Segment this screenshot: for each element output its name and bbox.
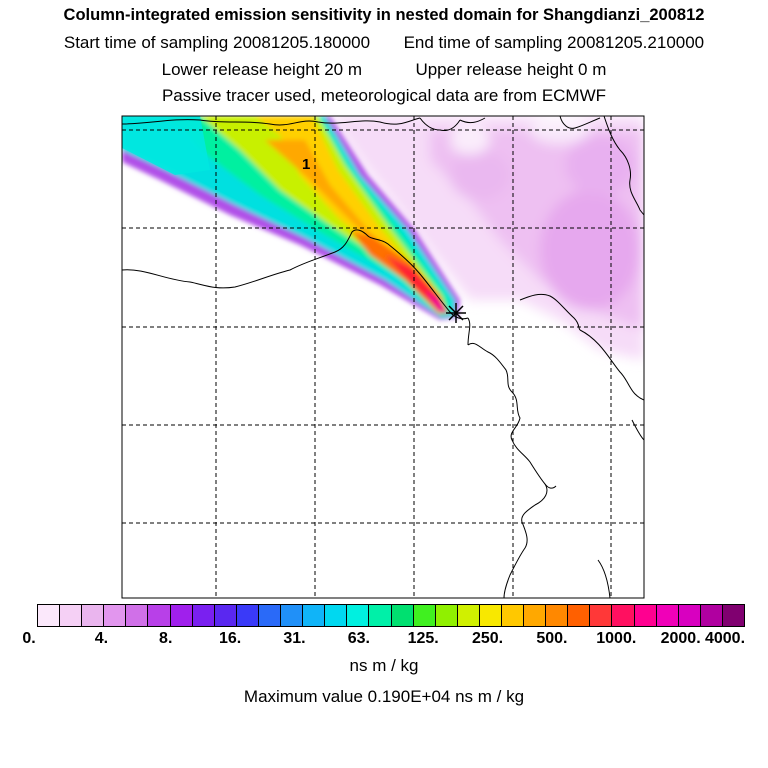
colorbar-tick-label: 8. [159,630,173,647]
colorbar-tick-label: 31. [283,630,306,647]
colorbar-cell [347,605,370,626]
colorbar-cell [590,605,613,626]
colorbar-cell [634,605,657,626]
colorbar-cell [479,605,502,626]
colorbar-cell [457,605,480,626]
colorbar-tick-label: 2000. [660,630,701,647]
colorbar-cell [413,605,436,626]
colorbar-tick-label: 63. [347,630,370,647]
colorbar-cell [700,605,723,626]
upper-height-label: Upper release height [415,60,574,79]
end-time-label: End time of sampling [403,33,563,52]
colorbar-tick-label: 125. [407,630,439,647]
colorbar-cell [170,605,193,626]
start-time-value: 20081205.180000 [233,33,371,52]
colorbar-cell [325,605,348,626]
map-frame [121,115,645,599]
sensitivity-field [122,116,644,360]
end-time-value: 20081205.210000 [567,33,705,52]
colorbar-cell [258,605,282,626]
colorbar-cell [236,605,259,626]
tracer-note: Passive tracer used, meteorological data… [161,86,607,105]
colorbar-tick-label: 4000. [704,630,746,647]
lat-lon-grid [122,116,644,598]
colorbar-tick-label: 500. [536,630,568,647]
upper-height-value: 0 m [578,60,607,79]
colorbar-cell [612,605,635,626]
lower-height-value: 20 m [324,60,362,79]
colorbar-tick-label: 250. [471,630,504,647]
lower-height-label: Lower release height [161,60,320,79]
colorbar-tick-label: 16. [218,630,242,647]
colorbar-unit: ns m / kg [349,656,419,675]
colorbar-cell [60,605,83,626]
contour-label: 1 [302,156,310,173]
colorbar-cell [281,605,304,626]
sampling-time-line: Start time of sampling 20081205.180000 E… [0,33,768,53]
coastline [122,116,644,598]
start-time-label: Start time of sampling [63,33,229,52]
colorbar-cell [148,605,171,626]
colorbar-cell [214,605,237,626]
colorbar-cell [524,605,547,626]
release-height-line: Lower release height 20 m Upper release … [0,60,768,80]
colorbar-cell [656,605,679,626]
colorbar-tick-label: 1000. [596,630,637,647]
colorbar-cell [568,605,591,626]
colorbar-cell [722,605,744,626]
colorbar-cell [303,605,326,626]
star-cross-icon [446,303,466,323]
colorbar-tick-label: 4. [94,630,109,647]
colorbar-cell [501,605,525,626]
colorbar-cell [391,605,414,626]
colorbar-cell [435,605,458,626]
colorbar-cell [126,605,149,626]
maximum-value: Maximum value 0.190E+04 ns m / kg [243,687,525,706]
colorbar-cell [192,605,215,626]
colorbar-cell [82,605,105,626]
colorbar-cell [546,605,569,626]
colorbar [37,604,745,627]
colorbar-cell [369,605,392,626]
colorbar-cell [678,605,701,626]
colorbar-tick-label: 0. [22,630,36,647]
colorbar-cell [38,605,61,626]
colorbar-cell [104,605,127,626]
map-title: Column-integrated emission sensitivity i… [63,6,705,24]
